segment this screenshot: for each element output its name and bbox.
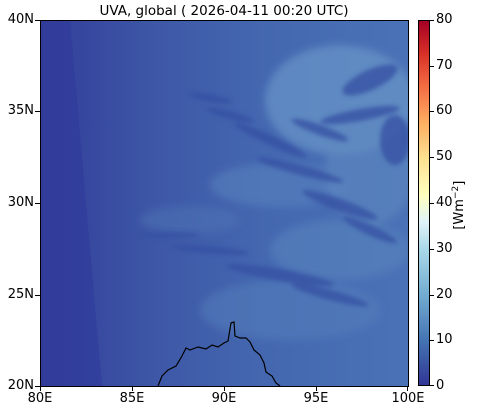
lon-tickmark bbox=[40, 386, 41, 391]
coastline bbox=[157, 321, 281, 386]
lat-tickmark bbox=[35, 386, 40, 387]
colorbar-tickmark bbox=[430, 20, 434, 21]
colorbar-tickmark bbox=[430, 157, 434, 158]
lat-tickmark bbox=[35, 111, 40, 112]
lat-tick-30n: 30N bbox=[7, 195, 34, 210]
lon-tick-90e: 90E bbox=[211, 391, 237, 406]
lon-tick-85e: 85E bbox=[119, 391, 145, 406]
lat-tickmark bbox=[35, 203, 40, 204]
lon-tick-95e: 95E bbox=[303, 391, 329, 406]
lon-tick-80e: 80E bbox=[27, 391, 53, 406]
unit-exponent: −2 bbox=[450, 185, 461, 200]
colorbar-tickmark bbox=[430, 66, 434, 67]
dark-strip bbox=[40, 20, 102, 386]
uva-map bbox=[40, 20, 408, 386]
colorbar bbox=[418, 20, 430, 386]
plot-title: UVA, global ( 2026-04-11 00:20 UTC) bbox=[99, 3, 349, 19]
colorbar-tickmark bbox=[430, 249, 434, 250]
lat-tick-40n: 40N bbox=[7, 12, 34, 27]
colorbar-label-30: 30 bbox=[436, 241, 453, 256]
lon-tickmark bbox=[407, 386, 408, 391]
colorbar-label-60: 60 bbox=[436, 103, 453, 118]
cloud-streaks bbox=[140, 64, 408, 307]
lon-tickmark bbox=[132, 386, 133, 391]
colorbar-label-40: 40 bbox=[436, 195, 453, 210]
lat-tickmark bbox=[35, 295, 40, 296]
colorbar-label-0: 0 bbox=[436, 378, 445, 393]
lon-tick-100e: 100E bbox=[391, 391, 425, 406]
lat-tick-35n: 35N bbox=[7, 103, 34, 118]
colorbar-tickmark bbox=[430, 111, 434, 112]
lon-tickmark bbox=[224, 386, 225, 391]
colorbar-tickmark bbox=[430, 295, 434, 296]
colorbar-label-10: 10 bbox=[436, 332, 453, 347]
uva-field bbox=[40, 20, 408, 386]
colorbar-tickmark bbox=[430, 385, 434, 386]
colorbar-label-80: 80 bbox=[436, 12, 453, 27]
lon-tickmark bbox=[316, 386, 317, 391]
colorbar-label-20: 20 bbox=[436, 287, 453, 302]
colorbar-tickmark bbox=[430, 203, 434, 204]
colorbar-label-50: 50 bbox=[436, 149, 453, 164]
unit-base: [Wm bbox=[452, 199, 468, 230]
lat-tick-25n: 25N bbox=[7, 287, 34, 302]
colorbar-tickmark bbox=[430, 340, 434, 341]
colorbar-label-70: 70 bbox=[436, 58, 453, 73]
lat-tick-20n: 20N bbox=[7, 378, 34, 393]
lat-tickmark bbox=[35, 20, 40, 21]
unit-end: ] bbox=[452, 180, 468, 186]
